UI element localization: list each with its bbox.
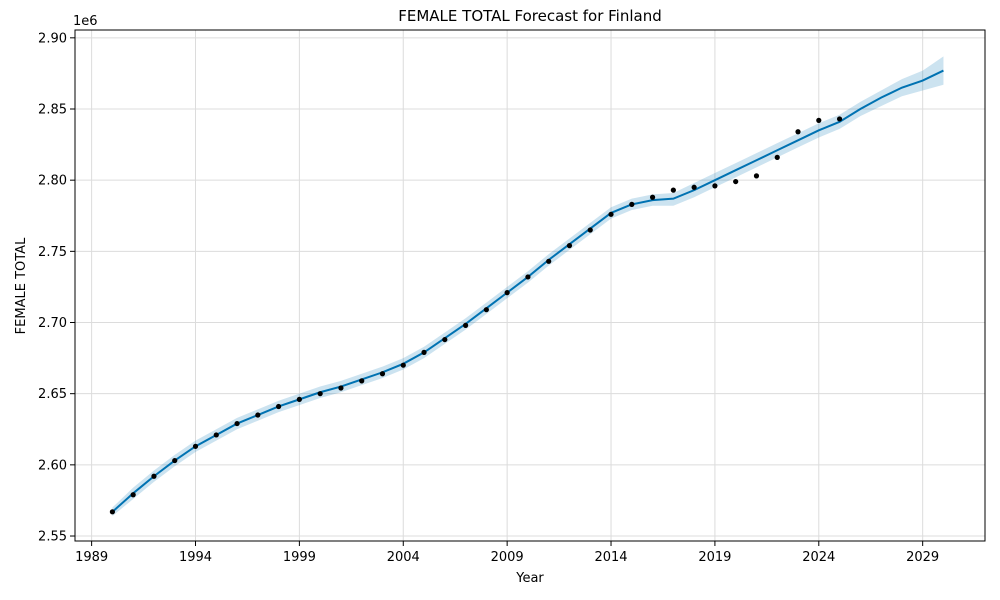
plot-frame <box>74 29 986 542</box>
observed-point <box>234 420 240 427</box>
observed-point <box>608 211 614 217</box>
observed-point <box>587 227 593 233</box>
y-multiplier-label: 1e6 <box>73 14 98 29</box>
y-tick-label: 2.80 <box>38 174 67 189</box>
observed-point <box>712 183 718 189</box>
x-axis-ticks: 1989 1994 1999 2004 2009 2014 2019 2024 2029 <box>75 541 939 565</box>
y-tick-label: 2.70 <box>38 316 67 331</box>
grid-layer <box>75 30 985 541</box>
observed-points <box>109 116 843 515</box>
observed-point <box>296 396 302 402</box>
x-tick-label: 2009 <box>491 550 524 565</box>
observed-point <box>525 274 531 280</box>
observed-point <box>670 187 676 193</box>
observed-point <box>172 457 178 464</box>
observed-point <box>733 178 739 185</box>
observed-point <box>795 129 801 135</box>
observed-point <box>753 173 760 179</box>
observed-point <box>483 307 489 313</box>
observed-point <box>255 412 261 418</box>
x-tick-label: 2029 <box>906 550 939 565</box>
observed-point <box>338 385 344 391</box>
x-tick-label: 1994 <box>179 550 212 565</box>
y-tick-label: 2.65 <box>38 387 67 402</box>
y-tick-label: 2.75 <box>38 245 67 260</box>
x-tick-label: 1989 <box>75 550 108 565</box>
observed-point <box>546 258 552 264</box>
y-axis-ticks: 2.55 2.60 2.65 2.70 2.75 2.80 2.85 2.90 <box>38 31 75 545</box>
observed-point <box>379 371 386 377</box>
observed-point <box>816 117 822 123</box>
observed-point <box>462 322 469 328</box>
x-tick-label: 2019 <box>698 550 731 565</box>
observed-point <box>566 243 573 249</box>
y-tick-label: 2.90 <box>38 31 67 46</box>
observed-point <box>213 432 219 438</box>
x-tick-label: 1999 <box>283 550 316 565</box>
observed-point <box>130 492 136 498</box>
observed-point <box>836 116 843 122</box>
y-tick-label: 2.85 <box>38 102 67 117</box>
observed-point <box>109 509 115 515</box>
chart-title: FEMALE TOTAL Forecast for Finland <box>398 7 662 25</box>
x-tick-label: 2014 <box>594 550 627 565</box>
observed-point <box>774 154 780 160</box>
observed-point <box>649 194 656 200</box>
x-tick-label: 2004 <box>387 550 420 565</box>
y-axis-label: FEMALE TOTAL <box>14 237 29 334</box>
y-tick-label: 2.55 <box>38 530 67 545</box>
x-tick-label: 2024 <box>802 550 835 565</box>
observed-point <box>276 403 282 410</box>
observed-point <box>504 290 510 296</box>
observed-point <box>442 336 448 343</box>
observed-point <box>359 378 365 384</box>
observed-point <box>151 473 157 479</box>
observed-point <box>629 201 635 207</box>
observed-point <box>691 184 697 190</box>
y-tick-label: 2.60 <box>38 458 67 473</box>
observed-point <box>317 391 323 397</box>
observed-point <box>192 443 199 449</box>
observed-point <box>421 349 427 355</box>
x-axis-label: Year <box>515 571 544 586</box>
observed-point <box>400 362 406 368</box>
